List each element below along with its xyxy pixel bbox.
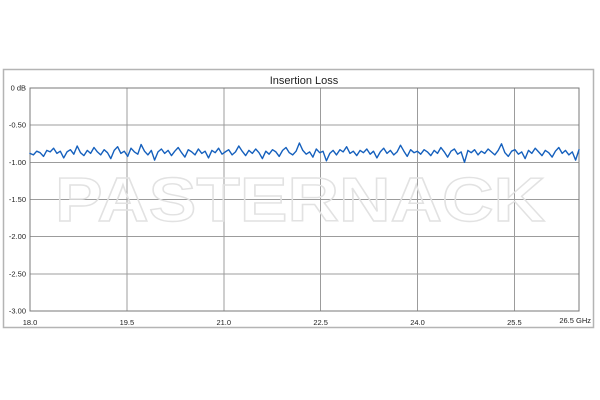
x-tick-label: 25.5 xyxy=(507,318,522,327)
x-axis-tick-labels: 18.0 19.5 21.0 22.5 24.0 25.5 26.5 GHz xyxy=(23,316,592,327)
y-tick-label: -1.00 xyxy=(9,158,26,167)
y-tick-label: -1.50 xyxy=(9,195,26,204)
watermark-text: PASTERNACK xyxy=(55,166,545,235)
x-tick-label: 24.0 xyxy=(410,318,425,327)
chart-outer-border xyxy=(2,68,595,329)
x-tick-label: 18.0 xyxy=(23,318,38,327)
y-tick-label: -2.00 xyxy=(9,232,26,241)
plot-area-border xyxy=(29,87,580,312)
y-tick-label: 0 dB xyxy=(11,84,26,93)
y-axis-tick-labels: 0 dB -0.50 -1.00 -1.50 -2.00 -2.50 -3.00 xyxy=(9,84,26,316)
y-tick-label: -0.50 xyxy=(9,121,26,130)
x-tick-label: 26.5 GHz xyxy=(559,316,591,325)
x-tick-label: 21.0 xyxy=(216,318,231,327)
x-tick-label: 19.5 xyxy=(120,318,135,327)
y-tick-label: -2.50 xyxy=(9,269,26,278)
x-tick-label: 22.5 xyxy=(313,318,328,327)
chart-title: Insertion Loss xyxy=(270,75,339,87)
insertion-loss-trace xyxy=(29,142,580,164)
y-tick-label: -3.00 xyxy=(9,307,26,316)
